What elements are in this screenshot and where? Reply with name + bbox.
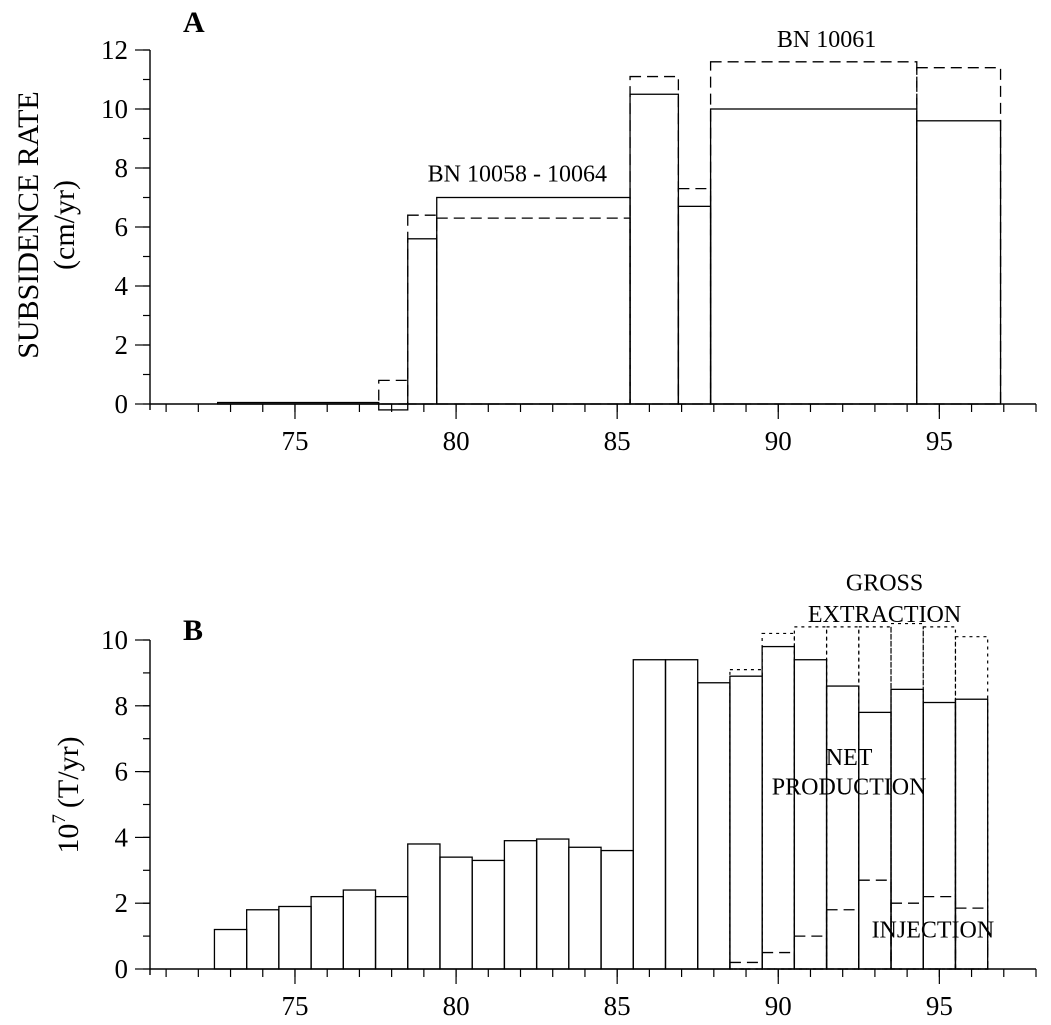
bar-b-s0-5 xyxy=(374,895,409,970)
axes-a: 75 80 85 90 95 0 2 4 6 8 10 12 xyxy=(101,35,1037,456)
bar-b-s0-10 xyxy=(535,838,570,970)
annotation-b-2: NET xyxy=(826,745,873,771)
bar-a-s0-6 xyxy=(709,108,918,405)
bar-b-s1-2 xyxy=(793,626,828,970)
annotations-a: BN 10058 - 10064 BN 10061 xyxy=(428,27,877,187)
bar-b-s0-17 xyxy=(761,645,796,970)
y-tick-label-a: 8 xyxy=(115,153,129,183)
y-axis-title-a-line1: SUBSIDENCE RATE xyxy=(12,91,45,359)
bar-a-s1-6 xyxy=(916,67,1002,405)
x-tick-label-a: 90 xyxy=(765,426,792,456)
bar-a-s0-4 xyxy=(629,93,680,405)
y-tick-label-a: 0 xyxy=(115,389,129,419)
annotation-b-1: EXTRACTION xyxy=(808,602,961,628)
y-tick-label-a: 2 xyxy=(115,330,129,360)
bar-b-s2-2 xyxy=(793,935,828,970)
x-tick-label-a: 85 xyxy=(604,426,631,456)
y-axis-title-b-unit: (T/yr) xyxy=(52,736,85,808)
bar-b-s0-18 xyxy=(793,659,828,970)
axes-b: 75 80 85 90 95 0 2 4 6 8 10 xyxy=(101,625,1037,1021)
y-tick-label-a: 4 xyxy=(115,271,129,301)
x-tick-label-a: 75 xyxy=(281,426,308,456)
y-tick-label-a: 10 xyxy=(101,94,128,124)
bar-a-s0-7 xyxy=(916,120,1002,405)
y-axis-title-b-base: 10 xyxy=(52,824,85,854)
x-tick-label-a: 95 xyxy=(926,426,953,456)
panel-label-a: A xyxy=(183,6,205,39)
bar-b-s1-0 xyxy=(729,669,763,970)
bar-b-s0-15 xyxy=(697,682,731,970)
bar-b-s0-16 xyxy=(729,675,763,970)
bar-b-s0-14 xyxy=(664,659,699,970)
x-tick-label-b: 80 xyxy=(443,991,470,1021)
y-tick-label-b: 8 xyxy=(115,691,129,721)
bar-a-s1-3 xyxy=(629,75,680,405)
bar-a-s0-1 xyxy=(378,403,409,411)
x-tick-label-b: 90 xyxy=(765,991,792,1021)
annotation-a-0: BN 10058 - 10064 xyxy=(428,161,607,187)
bar-a-s1-1 xyxy=(407,214,438,405)
bar-b-s2-0 xyxy=(729,961,763,970)
y-tick-label-b: 6 xyxy=(115,757,129,787)
bar-b-s1-1 xyxy=(761,632,795,970)
bar-b-s0-4 xyxy=(342,889,377,970)
annotation-a-1: BN 10061 xyxy=(777,27,876,53)
bar-b-s2-1 xyxy=(761,951,796,970)
y-axis-title-b-text: 107 (T/yr) xyxy=(49,736,85,853)
bar-b-s0-1 xyxy=(246,909,280,970)
x-tick-label-b: 95 xyxy=(926,991,953,1021)
bar-b-s0-6 xyxy=(407,843,441,970)
bar-a-s0-3 xyxy=(436,196,631,405)
bar-b-s0-11 xyxy=(568,846,602,970)
annotation-b-3: PRODUCTION xyxy=(772,775,927,801)
y-axis-title-a: SUBSIDENCE RATE (cm/yr) xyxy=(12,91,81,359)
x-tick-label-b: 85 xyxy=(604,991,631,1021)
bar-a-s0-2 xyxy=(407,238,438,405)
annotation-b-4: INJECTION xyxy=(872,918,995,944)
bar-b-s2-3 xyxy=(825,909,860,970)
annotation-b-0: GROSS xyxy=(846,571,923,597)
y-tick-label-b: 4 xyxy=(115,822,129,852)
y-tick-label-b: 10 xyxy=(101,625,128,655)
bar-b-s1-4 xyxy=(858,626,892,970)
bar-a-s1-5 xyxy=(709,61,918,405)
y-tick-label-a: 12 xyxy=(101,35,128,65)
annotations-b: GROSS EXTRACTION NET PRODUCTION INJECTION xyxy=(772,571,994,944)
bar-a-s1-0 xyxy=(378,379,409,405)
bar-b-s0-7 xyxy=(439,856,473,970)
bars-a xyxy=(217,61,1002,411)
x-tick-label-a: 80 xyxy=(443,426,470,456)
y-tick-label-a: 6 xyxy=(115,212,129,242)
x-tick-label-b: 75 xyxy=(281,991,308,1021)
bar-b-s0-2 xyxy=(278,905,312,970)
bar-b-s0-9 xyxy=(503,840,538,970)
bar-b-s0-3 xyxy=(310,895,344,970)
y-axis-title-b-exp: 7 xyxy=(49,814,70,824)
y-axis-title-b: 107 (T/yr) xyxy=(49,736,85,853)
bar-a-s1-2 xyxy=(436,217,631,405)
bar-b-s0-8 xyxy=(471,859,506,970)
chart-panel-a: A SUBSIDENCE RATE (cm/yr) 75 80 85 90 95 0 2 4 6… xyxy=(12,6,1037,456)
bar-b-s0-19 xyxy=(825,685,860,970)
y-tick-label-b: 2 xyxy=(115,888,129,918)
bar-b-s0-12 xyxy=(600,849,634,970)
y-tick-label-b: 0 xyxy=(115,954,129,984)
bar-b-s0-0 xyxy=(213,928,248,970)
bar-b-s1-3 xyxy=(825,626,860,970)
bar-b-s2-5 xyxy=(890,902,924,970)
panel-label-b: B xyxy=(183,614,203,647)
y-axis-title-a-line2: (cm/yr) xyxy=(48,180,81,270)
bar-b-s0-13 xyxy=(632,659,667,970)
bar-a-s0-5 xyxy=(677,205,712,405)
bar-a-s1-4 xyxy=(677,187,712,405)
